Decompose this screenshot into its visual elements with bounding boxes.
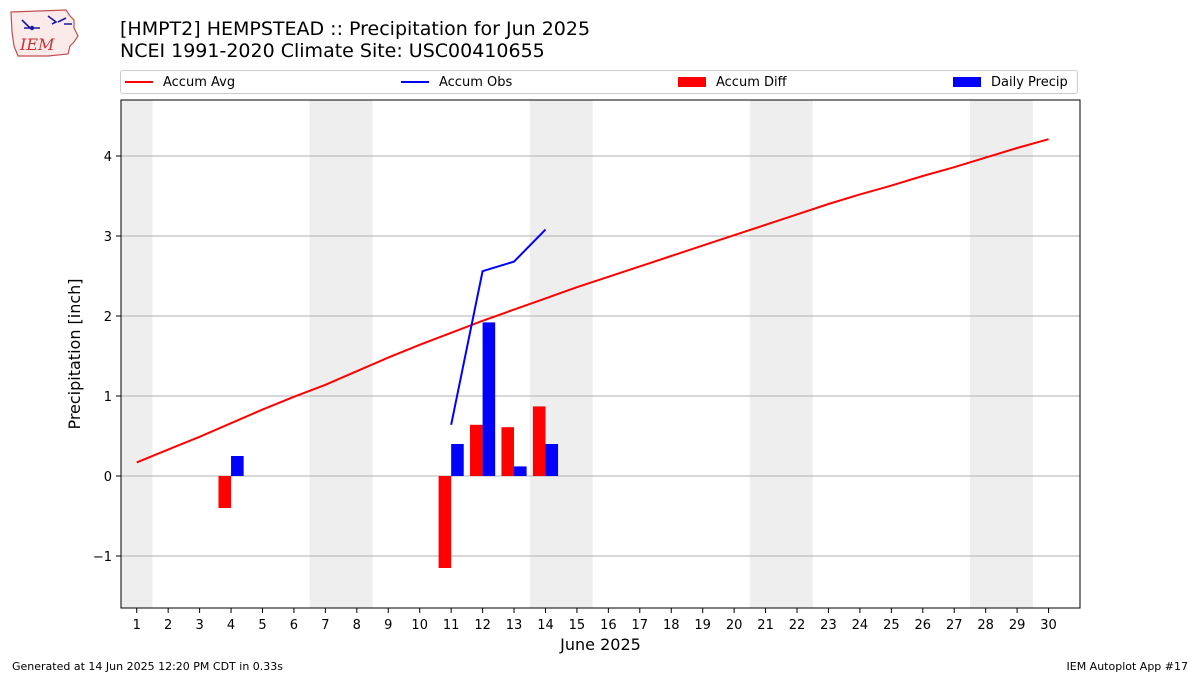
logo-text: IEM xyxy=(19,35,55,54)
legend: Accum Avg Accum Obs Accum Diff Daily Pre… xyxy=(120,70,1078,94)
weekend-band xyxy=(749,100,813,608)
weekend-band xyxy=(969,100,1033,608)
legend-label: Accum Diff xyxy=(716,74,787,90)
weekend-band xyxy=(529,100,593,608)
x-tick-label: 3 xyxy=(195,618,203,633)
x-tick-label: 24 xyxy=(852,618,869,633)
x-tick-label: 22 xyxy=(789,618,806,633)
legend-item-accum-avg: Accum Avg xyxy=(125,71,235,93)
x-axis-label: June 2025 xyxy=(559,635,641,654)
legend-label: Accum Avg xyxy=(163,74,236,90)
x-tick-label: 13 xyxy=(506,618,523,633)
daily-precip-bar xyxy=(231,456,244,476)
weekend-band xyxy=(309,100,373,608)
y-tick-label: 2 xyxy=(104,310,112,325)
x-tick-label: 9 xyxy=(384,618,392,633)
x-tick-label: 26 xyxy=(915,618,932,633)
accum-diff-bar xyxy=(501,427,515,476)
x-tick-label: 15 xyxy=(569,618,586,633)
accum-obs-line xyxy=(450,228,547,426)
legend-swatch xyxy=(401,81,429,83)
x-tick-label: 25 xyxy=(883,618,900,633)
accum-diff-bar xyxy=(218,476,232,508)
legend-item-accum-diff: Accum Diff xyxy=(678,71,787,93)
accum-diff-bar xyxy=(532,406,546,476)
chart-title: [HMPT2] HEMPSTEAD :: Precipitation for J… xyxy=(120,18,591,40)
y-axis-label: Precipitation [inch] xyxy=(65,278,84,429)
x-tick-label: 4 xyxy=(227,618,235,633)
legend-item-accum-obs: Accum Obs xyxy=(401,71,512,93)
x-tick-label: 6 xyxy=(290,618,298,633)
x-tick-label: 14 xyxy=(537,618,554,633)
legend-swatch xyxy=(953,77,981,87)
x-tick-label: 20 xyxy=(726,618,743,633)
legend-swatch xyxy=(125,81,153,83)
y-tick-label: 3 xyxy=(104,230,112,245)
legend-swatch xyxy=(678,77,706,87)
daily-precip-bar xyxy=(545,444,559,476)
chart-subtitle: NCEI 1991-2020 Climate Site: USC00410655 xyxy=(120,40,545,62)
plot-frame xyxy=(120,99,1081,609)
x-tick-label: 5 xyxy=(258,618,266,633)
footer-generated: Generated at 14 Jun 2025 12:20 PM CDT in… xyxy=(12,660,284,673)
weekend-band xyxy=(121,100,153,608)
x-tick-label: 7 xyxy=(321,618,329,633)
daily-precip-bar xyxy=(514,466,527,476)
x-tick-label: 19 xyxy=(694,618,711,633)
x-tick-label: 8 xyxy=(353,618,361,633)
daily-precip-bar xyxy=(482,322,496,476)
y-tick-label: 4 xyxy=(104,150,112,165)
y-tick-label: −1 xyxy=(93,550,112,565)
x-tick-label: 17 xyxy=(632,618,649,633)
x-tick-label: 23 xyxy=(820,618,837,633)
x-tick-label: 11 xyxy=(443,618,460,633)
accum-diff-bar xyxy=(470,424,483,476)
x-tick-label: 27 xyxy=(946,618,963,633)
x-tick-label: 29 xyxy=(1009,618,1026,633)
x-tick-label: 2 xyxy=(164,618,172,633)
legend-label: Accum Obs xyxy=(439,74,513,90)
iem-logo: IEM xyxy=(10,9,79,57)
accum-avg-line xyxy=(136,138,1049,464)
x-tick-label: 12 xyxy=(474,618,491,633)
daily-precip-bar xyxy=(451,444,464,476)
x-tick-label: 21 xyxy=(757,618,774,633)
x-tick-label: 18 xyxy=(663,618,680,633)
x-tick-label: 30 xyxy=(1040,618,1057,633)
accum-diff-bar xyxy=(438,476,452,568)
legend-label: Daily Precip xyxy=(991,74,1068,90)
x-tick-label: 16 xyxy=(600,618,617,633)
y-tick-label: 1 xyxy=(104,390,112,405)
y-tick-label: 0 xyxy=(104,470,112,485)
x-tick-label: 28 xyxy=(977,618,994,633)
footer-app: IEM Autoplot App #17 xyxy=(1066,660,1189,673)
legend-item-daily-precip: Daily Precip xyxy=(953,71,1068,93)
x-tick-label: 1 xyxy=(133,618,141,633)
x-tick-label: 10 xyxy=(411,618,428,633)
